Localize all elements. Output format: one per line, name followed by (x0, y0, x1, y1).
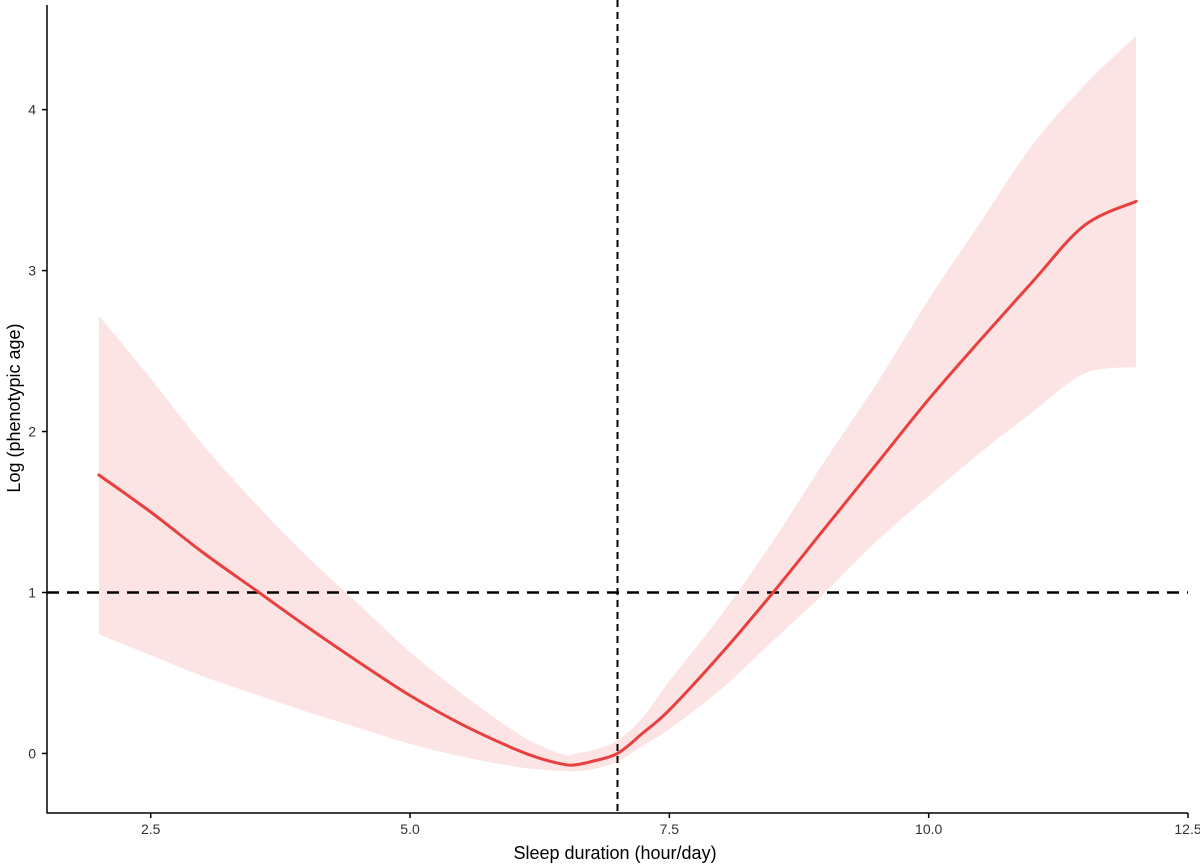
reference-line-layer (47, 0, 1188, 813)
tick-layer: 2.5 5.0 7.5 10.0 12.5 0 1 2 3 4 (28, 102, 1200, 837)
y-tick-label: 2 (28, 424, 36, 440)
y-tick-label: 1 (28, 584, 36, 600)
x-axis-title: Sleep duration (hour/day) (513, 843, 716, 863)
y-tick-label: 4 (28, 102, 36, 118)
confidence-band (98, 35, 1137, 772)
y-tick-label: 3 (28, 263, 36, 279)
confidence-band-layer (98, 35, 1137, 772)
x-tick-label: 10.0 (915, 821, 942, 837)
fit-line (97, 199, 1138, 767)
y-tick-label: 0 (28, 745, 36, 761)
fit-line-layer (97, 199, 1138, 767)
x-tick-label: 7.5 (660, 821, 680, 837)
axes (46, 5, 1188, 814)
x-tick-label: 12.5 (1174, 821, 1200, 837)
y-axis-title: Log (phenotypic age) (4, 323, 24, 492)
x-tick-label: 5.0 (400, 821, 420, 837)
x-tick-label: 2.5 (141, 821, 161, 837)
